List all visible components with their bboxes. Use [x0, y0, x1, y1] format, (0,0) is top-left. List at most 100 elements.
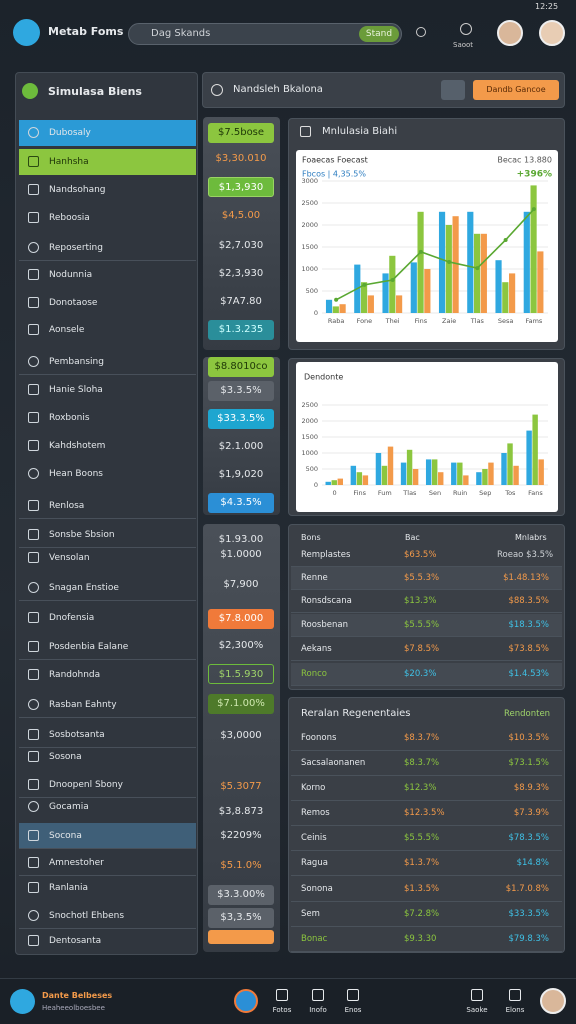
sidebar-label[interactable]: Reboosia [49, 213, 90, 223]
sidebar-label[interactable]: Hean Boons [49, 469, 103, 479]
sidebar-item[interactable]: Posdenbia Ealane [19, 634, 196, 660]
bar [467, 211, 474, 313]
tile-value: $3,3.5% [208, 908, 274, 928]
sidebar-label[interactable]: Dnoopenl Sbony [49, 780, 123, 790]
sidebar-label[interactable]: Dnofensia [49, 613, 95, 623]
sidebar-label[interactable]: Renlosa [49, 501, 85, 511]
sidebar-label[interactable]: Hanhsha [49, 157, 89, 167]
sidebar-item[interactable]: Sonsbe Sbsion [19, 522, 196, 548]
sidebar-label[interactable]: Pembansing [49, 357, 104, 367]
sidebar-label[interactable]: Sonsbe Sbsion [49, 530, 115, 540]
sidebar-label[interactable]: Gocamia [49, 802, 89, 812]
sidebar-item[interactable]: Hanie Sloha [19, 377, 196, 403]
sidebar-item[interactable]: Ranlania [19, 875, 196, 901]
sidebar-label[interactable]: Snochotl Ehbens [49, 911, 125, 921]
sidebar-label[interactable]: Vensolan [49, 553, 90, 563]
sidebar-label[interactable]: Kahdshotem [49, 441, 106, 451]
sidebar-item[interactable]: Pembansing [19, 349, 196, 375]
sidebar-label[interactable]: Aonsele [49, 325, 85, 335]
sidebar-label[interactable]: Ranlania [49, 883, 89, 893]
tile-value: $3.3.5% [208, 381, 274, 401]
sidebar-item[interactable]: Socona [19, 823, 196, 849]
nav-icon[interactable] [312, 989, 324, 1001]
sidebar-label[interactable]: Rasban Eahnty [49, 700, 117, 710]
cell: $10.3.5% [508, 733, 549, 743]
nav-icon[interactable] [276, 989, 288, 1001]
nav-label[interactable]: Inofo [309, 1006, 327, 1014]
sidebar-label[interactable]: Nandsohang [49, 185, 106, 195]
tile-value: $7A7.80 [220, 296, 262, 307]
nav-label[interactable]: Fotos [272, 1006, 292, 1014]
nav-label[interactable]: Elons [505, 1006, 525, 1014]
sidebar-item[interactable]: Gocamia [19, 794, 196, 820]
sidebar-item[interactable]: Reposerting [19, 235, 196, 261]
sidebar-label[interactable]: Donotaose [49, 298, 98, 308]
sidebar-icon [28, 412, 39, 423]
bar [367, 295, 374, 313]
sidebar-icon [28, 529, 39, 540]
table-row [291, 567, 562, 590]
sidebar-item[interactable]: Dnofensia [19, 605, 196, 631]
sidebar-label[interactable]: Dubosaly [49, 128, 91, 138]
sidebar-item[interactable]: Randohnda [19, 662, 196, 688]
sidebar-label[interactable]: Randohnda [49, 670, 101, 680]
sidebar-item[interactable]: Nodunnia [19, 262, 196, 288]
sidebar-label[interactable]: Sosona [49, 752, 82, 762]
bar [362, 475, 369, 485]
sidebar-label[interactable]: Nodunnia [49, 270, 93, 280]
sidebar-label[interactable]: Posdenbia Ealane [49, 642, 129, 652]
nav-icon[interactable] [509, 989, 521, 1001]
sidebar-label[interactable]: Roxbonis [49, 413, 90, 423]
sidebar-item[interactable]: Sosbotsanta [19, 722, 196, 748]
search-button[interactable]: Stand [359, 26, 399, 42]
sidebar-item[interactable]: Kahdshotem [19, 433, 196, 459]
sidebar-item[interactable]: Dubosaly [19, 120, 196, 146]
x-tick-label: Thei [385, 317, 400, 325]
sidebar-item[interactable]: Nandsohang [19, 177, 196, 203]
nav-button[interactable] [234, 989, 258, 1013]
nav-icon[interactable] [471, 989, 483, 1001]
app-title: Metab Foms [48, 25, 124, 38]
close-button[interactable] [441, 80, 465, 100]
sidebar-item[interactable]: Snagan Enstioe [19, 575, 196, 601]
nav-label[interactable]: Saoke [466, 1006, 488, 1014]
sidebar-item[interactable]: Hanhsha [19, 149, 196, 175]
sidebar-label[interactable]: Amnestoher [49, 858, 104, 868]
sidebar-item[interactable]: Donotaose [19, 290, 196, 316]
sidebar-label[interactable]: Hanie Sloha [49, 385, 103, 395]
point [447, 259, 452, 264]
sidebar-item[interactable]: Rasban Eahnty [19, 692, 196, 718]
nav-icon[interactable] [347, 989, 359, 1001]
icon [416, 27, 426, 37]
sidebar-label[interactable]: Socona [49, 831, 82, 841]
cell: $8.3.7% [404, 733, 440, 743]
sidebar-item[interactable]: Renlosa [19, 493, 196, 519]
sidebar-item[interactable]: Sosona [19, 744, 196, 770]
sidebar-icon [28, 641, 39, 652]
sidebar-label[interactable]: Dentosanta [49, 936, 102, 946]
sidebar-label[interactable]: Reposerting [49, 243, 103, 253]
sidebar-item[interactable]: Vensolan [19, 545, 196, 571]
bar [445, 225, 452, 313]
sidebar-item[interactable]: Roxbonis [19, 405, 196, 431]
sidebar-item[interactable]: Reboosia [19, 205, 196, 231]
cell: Ragua [301, 858, 328, 868]
search-box[interactable]: Dag Skands Stand [128, 23, 402, 45]
x-tick-label: Sen [429, 489, 441, 497]
tile-value: $1.93.00 [218, 534, 264, 545]
sidebar-item[interactable]: Amnestoher [19, 850, 196, 876]
sidebar-item[interactable]: Hean Boons [19, 461, 196, 487]
chart-subtitle: Foaecas Foecast [302, 156, 368, 165]
bottom-logo [10, 989, 35, 1014]
cell: Sacsalaonanen [301, 758, 366, 768]
sidebar-item[interactable]: Dnoopenl Sbony [19, 772, 196, 798]
sidebar-item[interactable]: Snochotl Ehbens [19, 903, 196, 929]
sidebar-item[interactable]: Aonsele [19, 317, 196, 343]
nav-label[interactable]: Enos [344, 1006, 362, 1014]
action-button[interactable]: Dandb Gancoe [473, 80, 559, 100]
cell: Renne [301, 573, 328, 583]
sidebar-item[interactable]: Dentosanta [19, 928, 196, 954]
sidebar-label[interactable]: Snagan Enstioe [49, 583, 119, 593]
cell: $73.1.5% [508, 758, 549, 768]
sidebar-label[interactable]: Sosbotsanta [49, 730, 105, 740]
